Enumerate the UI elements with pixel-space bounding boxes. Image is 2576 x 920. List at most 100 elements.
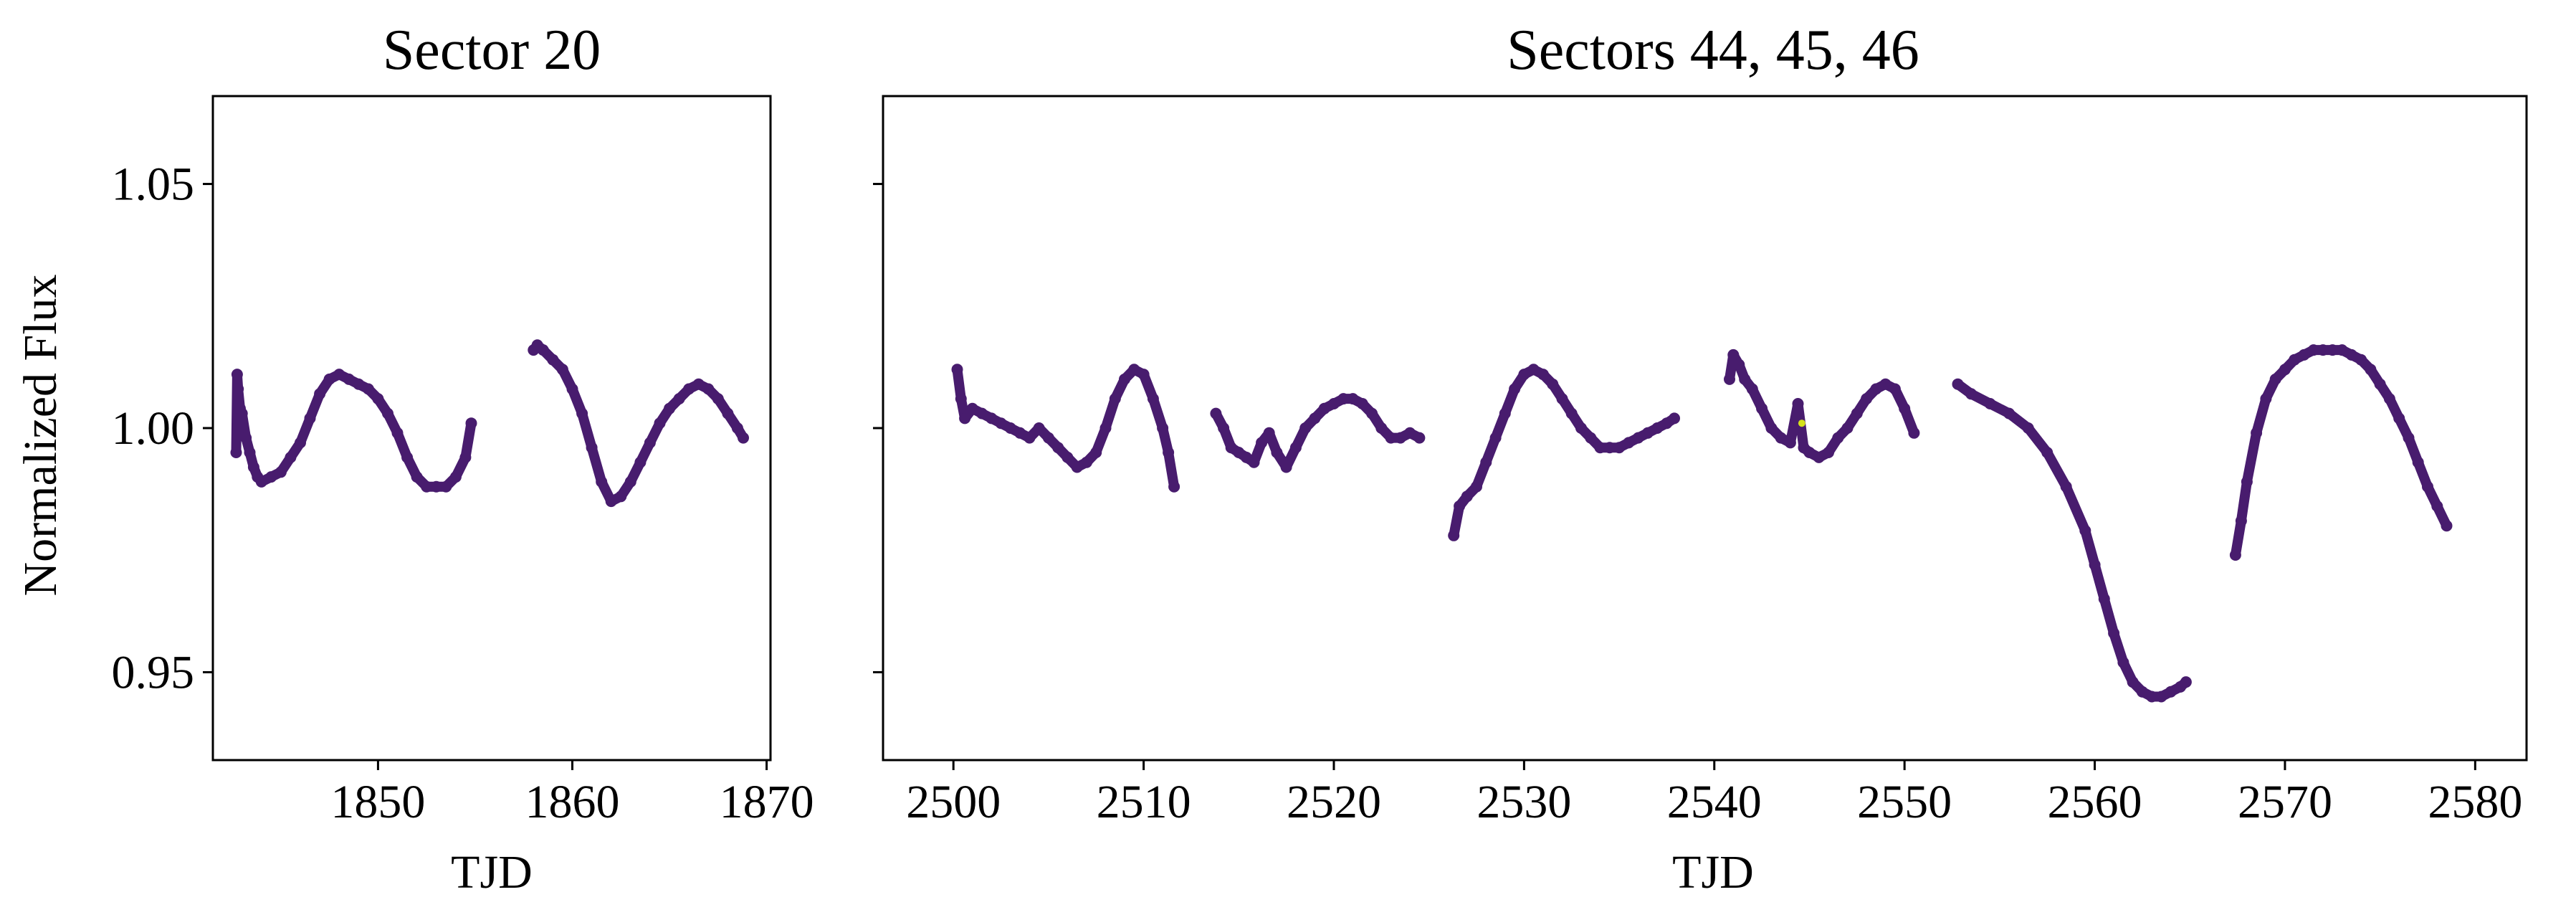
flux-point bbox=[2117, 656, 2129, 668]
flux-point bbox=[449, 471, 462, 483]
flux-point bbox=[1851, 407, 1863, 419]
flux-point bbox=[1775, 432, 1787, 444]
flux-point bbox=[2374, 378, 2386, 390]
flux-point bbox=[2422, 480, 2433, 493]
x-axis-label-sectors-44-45-46: TJD bbox=[1672, 846, 1754, 898]
flux-point bbox=[2412, 456, 2424, 468]
flux-point bbox=[230, 447, 242, 458]
flux-point bbox=[1499, 407, 1511, 419]
y-tick-label: 0.95 bbox=[112, 646, 195, 698]
flux-point bbox=[1256, 437, 1268, 449]
x-tick-label: 2510 bbox=[1097, 776, 1191, 828]
flux-point bbox=[1271, 447, 1283, 458]
plot-frame-sector-20 bbox=[211, 95, 772, 762]
flux-point bbox=[1632, 432, 1644, 444]
flux-point bbox=[2393, 412, 2405, 425]
x-tick-label: 2570 bbox=[2238, 776, 2332, 828]
flux-point bbox=[1823, 447, 1834, 458]
x-ticks-sectors-44-45-46: 2500 2510 2520 2530 2540 2550 2560 2570 2580 bbox=[906, 760, 2522, 828]
flux-point bbox=[2136, 686, 2148, 698]
flux-point bbox=[1280, 461, 1292, 473]
flux-point bbox=[382, 407, 393, 419]
flux-point bbox=[1585, 432, 1597, 444]
flux-point bbox=[304, 412, 316, 425]
flux-point bbox=[1669, 412, 1680, 425]
flux-point bbox=[1739, 373, 1751, 385]
flux-point bbox=[966, 402, 978, 414]
flux-point bbox=[1033, 422, 1045, 434]
flux-point bbox=[2022, 422, 2034, 434]
x-tick-label: 1870 bbox=[720, 776, 814, 828]
flux-point bbox=[986, 412, 998, 425]
flux-point bbox=[1248, 456, 1260, 468]
flux-point bbox=[1309, 412, 1321, 425]
flux-point bbox=[2431, 500, 2443, 512]
flux-point bbox=[1157, 422, 1169, 434]
x-tick-label: 2540 bbox=[1667, 776, 1762, 828]
flux-point bbox=[2108, 627, 2120, 639]
flux-point bbox=[1547, 378, 1559, 390]
flux-point bbox=[1347, 393, 1359, 405]
x-axis-label-sector-20: TJD bbox=[451, 846, 533, 898]
flux-point bbox=[2355, 354, 2367, 366]
flux-point bbox=[1509, 383, 1521, 395]
flux-point bbox=[1556, 393, 1568, 405]
flux-point bbox=[1841, 422, 1854, 434]
flux-point bbox=[1099, 422, 1112, 434]
flux-point bbox=[1454, 500, 1466, 512]
flux-point bbox=[1952, 378, 1964, 390]
flux-point bbox=[1052, 442, 1064, 454]
flux-point bbox=[1518, 369, 1530, 381]
flux-point bbox=[644, 437, 656, 449]
flux-point bbox=[683, 383, 695, 395]
flux-point bbox=[1870, 383, 1882, 395]
flux-point bbox=[1413, 432, 1426, 444]
flux-point bbox=[323, 373, 335, 385]
flux-point bbox=[1375, 422, 1388, 434]
flux-point bbox=[1119, 373, 1130, 385]
panel-title-sector-20: Sector 20 bbox=[383, 19, 601, 82]
flux-point bbox=[624, 475, 636, 488]
flux-point bbox=[731, 422, 743, 434]
flux-point bbox=[1461, 490, 1473, 503]
flux-point bbox=[2079, 525, 2091, 536]
flux-point bbox=[1527, 364, 1540, 376]
flux-point bbox=[702, 383, 715, 395]
panel-sectors-44-45-46: Sectors 44, 45, 46 2500 2510 2520 2530 2540 2… bbox=[873, 19, 2528, 898]
plot-frame-sectors-44-45-46 bbox=[882, 95, 2528, 762]
flux-point bbox=[1328, 398, 1340, 409]
flux-point bbox=[2146, 691, 2158, 703]
flux-point bbox=[1813, 451, 1825, 463]
flux-point bbox=[615, 490, 627, 503]
flux-point bbox=[1024, 432, 1036, 444]
flux-point bbox=[1480, 456, 1492, 468]
flux-point bbox=[605, 495, 617, 508]
flux-point bbox=[596, 475, 608, 488]
flux-point bbox=[1356, 398, 1368, 409]
flux-point bbox=[1537, 369, 1549, 381]
flux-point bbox=[2345, 348, 2357, 361]
flux-point bbox=[586, 442, 598, 454]
flux-point bbox=[2098, 593, 2110, 605]
flux-point bbox=[1289, 442, 1302, 454]
flux-point bbox=[2180, 676, 2192, 688]
flux-point bbox=[1337, 393, 1350, 405]
flux-point bbox=[333, 369, 345, 381]
flux-point bbox=[232, 383, 244, 395]
flux-point bbox=[459, 451, 472, 463]
flux-point bbox=[1071, 461, 1083, 473]
flux-point bbox=[1651, 422, 1664, 434]
flux-point bbox=[1004, 422, 1016, 434]
flux-series-segment-6 bbox=[2230, 345, 2452, 560]
flux-point bbox=[1109, 393, 1121, 405]
flux-point bbox=[295, 437, 306, 449]
flux-point bbox=[1404, 427, 1416, 439]
flux-point bbox=[255, 475, 267, 488]
flux-point bbox=[1090, 447, 1102, 458]
flux-point bbox=[1756, 402, 1768, 414]
flux-point bbox=[1984, 398, 1996, 409]
flux-point bbox=[1733, 359, 1745, 371]
figure-ylabel: Normalized Flux bbox=[14, 274, 67, 596]
flux-point bbox=[1318, 402, 1330, 414]
flux-point bbox=[1908, 427, 1920, 439]
